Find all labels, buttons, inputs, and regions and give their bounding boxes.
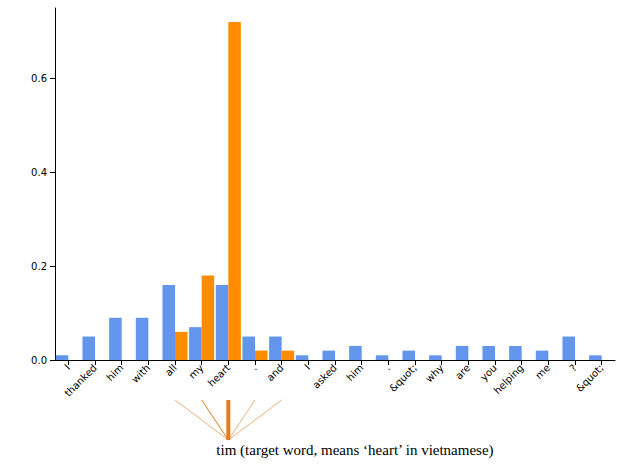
- svg-text:?: ?: [567, 362, 579, 374]
- svg-text:me: me: [533, 362, 552, 381]
- svg-text:0.0: 0.0: [31, 355, 47, 366]
- svg-text:0.6: 0.6: [31, 73, 47, 84]
- svg-text:you: you: [478, 362, 499, 383]
- svg-text:thanked: thanked: [62, 362, 98, 398]
- svg-text:.: .: [382, 362, 392, 372]
- svg-text:.: .: [249, 362, 259, 372]
- svg-text:with: with: [129, 362, 152, 385]
- svg-text:0.2: 0.2: [31, 261, 47, 272]
- svg-text:I: I: [302, 362, 312, 372]
- svg-text:asked: asked: [310, 362, 338, 390]
- svg-text:my: my: [187, 362, 206, 381]
- svg-text:&quot;: &quot;: [387, 362, 419, 394]
- svg-text:I: I: [62, 362, 72, 372]
- svg-text:0.4: 0.4: [31, 167, 47, 178]
- svg-text:him: him: [344, 362, 365, 383]
- svg-text:heart: heart: [206, 362, 233, 389]
- svg-text:tim (target word, means ‘heart: tim (target word, means ‘heart’ in vietn…: [216, 442, 493, 459]
- svg-text:are: are: [453, 362, 472, 381]
- svg-text:&quot;: &quot;: [574, 362, 606, 394]
- svg-text:and: and: [264, 362, 285, 383]
- svg-text:helping: helping: [492, 362, 526, 396]
- svg-text:why: why: [423, 362, 445, 384]
- svg-text:him: him: [104, 362, 125, 383]
- svg-text:all: all: [163, 362, 179, 378]
